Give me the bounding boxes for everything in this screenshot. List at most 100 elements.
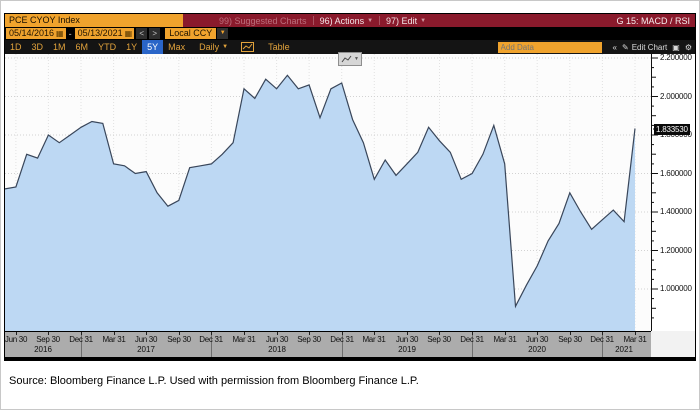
next-range-button[interactable]: >: [149, 28, 161, 39]
divider: [379, 16, 381, 25]
period-button-1y[interactable]: 1Y: [126, 42, 138, 52]
price-axis-ticks: [652, 57, 658, 319]
x-axis-label: Sep 30: [167, 335, 191, 344]
source-attribution: Source: Bloomberg Finance L.P. Used with…: [9, 375, 419, 387]
year-label: 2021: [615, 345, 633, 354]
year-label: 2020: [528, 345, 546, 354]
chevron-down-icon: ▼: [367, 17, 374, 24]
x-axis-label: Dec 31: [199, 335, 223, 344]
bloomberg-terminal-window: PCE CYOY Index 99) Suggested Charts 96) …: [4, 13, 696, 361]
collapse-panel-button[interactable]: «: [612, 42, 617, 52]
time-axis: Jun 30 Sep 30 Dec 31 Mar 31 Jun 30 Sep 30 Dec …: [5, 331, 651, 357]
y-axis-label: 2.000000: [660, 91, 692, 101]
chart-plot[interactable]: [5, 54, 651, 331]
x-axis-tick: [505, 332, 506, 335]
x-axis-tick: [244, 332, 245, 335]
add-data-input[interactable]: [497, 41, 602, 53]
period-buttons: 1D 3D 1M 6M YTD 1Y 5Y Max: [5, 40, 190, 54]
period-button-5y[interactable]: 5Y: [142, 40, 164, 54]
x-axis-label: Mar 31: [362, 335, 386, 344]
x-axis-label: Mar 31: [232, 335, 256, 344]
x-axis-label: Jun 30: [395, 335, 419, 344]
x-axis-tick: [407, 332, 408, 335]
x-axis-tick: [81, 332, 82, 335]
settings-button[interactable]: ⚙: [685, 43, 692, 52]
price-axis: 1.833530 1.000000 1.200000 1.400000 1.60000…: [651, 54, 695, 331]
x-axis-label: Mar 31: [623, 335, 647, 344]
mini-chart-icon: [341, 55, 352, 62]
snapshot-button[interactable]: ▣: [672, 43, 680, 52]
year-label: 2017: [137, 345, 155, 354]
chevron-down-icon: ▼: [420, 17, 427, 24]
calendar-icon[interactable]: ▦: [56, 29, 64, 38]
x-axis-tick: [309, 332, 310, 335]
y-axis-label: 1.400000: [660, 207, 692, 216]
x-axis-tick: [179, 332, 180, 335]
x-axis-tick: [537, 332, 538, 335]
x-axis-label: Jun 30: [134, 335, 158, 344]
x-axis-label: Jun 30: [5, 335, 28, 344]
snapshot-icon: ▣: [672, 42, 680, 52]
year-separator: [342, 332, 343, 357]
period-button-1m[interactable]: 1M: [53, 42, 66, 52]
x-axis-tick: [570, 332, 571, 335]
y-axis-label: 1.000000: [660, 284, 692, 293]
chart-area: ▼ 1.833530 1.000000 1.200000 1.400000 1.600…: [5, 52, 695, 357]
x-axis-tick: [602, 332, 603, 335]
x-axis-label: Dec 31: [590, 335, 614, 344]
edit-menu-button[interactable]: 97) Edit ▼: [386, 16, 426, 26]
currency-select[interactable]: Local CCY: [165, 28, 217, 39]
x-axis-tick: [211, 332, 212, 335]
x-axis-label: Sep 30: [36, 335, 60, 344]
x-axis-tick: [472, 332, 473, 335]
chart-type-button[interactable]: [241, 42, 255, 52]
year-separator: [602, 332, 603, 357]
pencil-icon: ✎: [621, 42, 629, 52]
calendar-icon[interactable]: ▦: [124, 29, 133, 38]
x-axis-tick: [114, 332, 115, 335]
year-separator: [211, 332, 212, 357]
last-price-badge: 1.833530: [653, 124, 690, 135]
x-axis-tick: [16, 332, 17, 335]
prev-range-button[interactable]: <: [136, 28, 148, 39]
title-bar: PCE CYOY Index 99) Suggested Charts 96) …: [5, 14, 695, 27]
suggested-charts-button[interactable]: 99) Suggested Charts: [219, 15, 307, 26]
y-axis-label: 2.200000: [660, 53, 692, 62]
x-axis-label: Mar 31: [102, 335, 126, 344]
period-button-6m[interactable]: 6M: [75, 42, 89, 52]
y-axis-label: 1.600000: [660, 168, 692, 178]
ticker-input[interactable]: PCE CYOY Index: [5, 14, 183, 27]
x-axis-tick: [342, 332, 343, 335]
period-button-max[interactable]: Max: [168, 42, 186, 52]
chart-toolbar: 1D 3D 1M 6M YTD 1Y 5Y Max Daily ▼ Table « ✎ Edi…: [5, 40, 695, 54]
x-axis-label: Mar 31: [493, 335, 517, 344]
end-date-input[interactable]: 05/13/2021 ▦: [74, 28, 135, 39]
chart-tool-button[interactable]: ▼: [338, 52, 362, 66]
x-axis-label: Dec 31: [460, 335, 484, 344]
period-button-1d[interactable]: 1D: [10, 42, 22, 52]
y-axis-label: 1.200000: [660, 245, 692, 255]
chevron-down-icon: ▼: [354, 56, 359, 62]
x-axis-label: Dec 31: [330, 335, 354, 344]
year-label: 2019: [398, 345, 416, 354]
x-axis-label: Sep 30: [427, 335, 451, 344]
gear-icon: ⚙: [684, 42, 692, 52]
date-range-separator: -: [68, 28, 72, 39]
start-date-value: 05/14/2016: [9, 28, 55, 38]
period-button-3d[interactable]: 3D: [31, 42, 44, 52]
line-chart-icon: [241, 42, 255, 52]
x-axis-label: Jun 30: [525, 335, 549, 344]
x-axis-tick: [277, 332, 278, 335]
date-range-bar: 05/14/2016 ▦ - 05/13/2021 ▦ < > Local CC…: [5, 27, 695, 40]
edit-chart-button[interactable]: ✎ Edit Chart: [622, 43, 667, 52]
actions-menu-button[interactable]: 96) Actions ▼: [320, 16, 373, 26]
chart-function-title: G 15: MACD / RSI: [616, 15, 690, 26]
x-axis-tick: [439, 332, 440, 335]
table-button[interactable]: Table: [268, 42, 290, 52]
start-date-input[interactable]: 05/14/2016 ▦: [6, 28, 66, 39]
frequency-select[interactable]: Daily ▼: [194, 40, 233, 54]
end-date-value: 05/13/2021: [77, 28, 123, 38]
frequency-label: Daily: [199, 42, 220, 52]
period-button-ytd[interactable]: YTD: [98, 42, 117, 52]
currency-dropdown-button[interactable]: ▼: [217, 28, 229, 39]
